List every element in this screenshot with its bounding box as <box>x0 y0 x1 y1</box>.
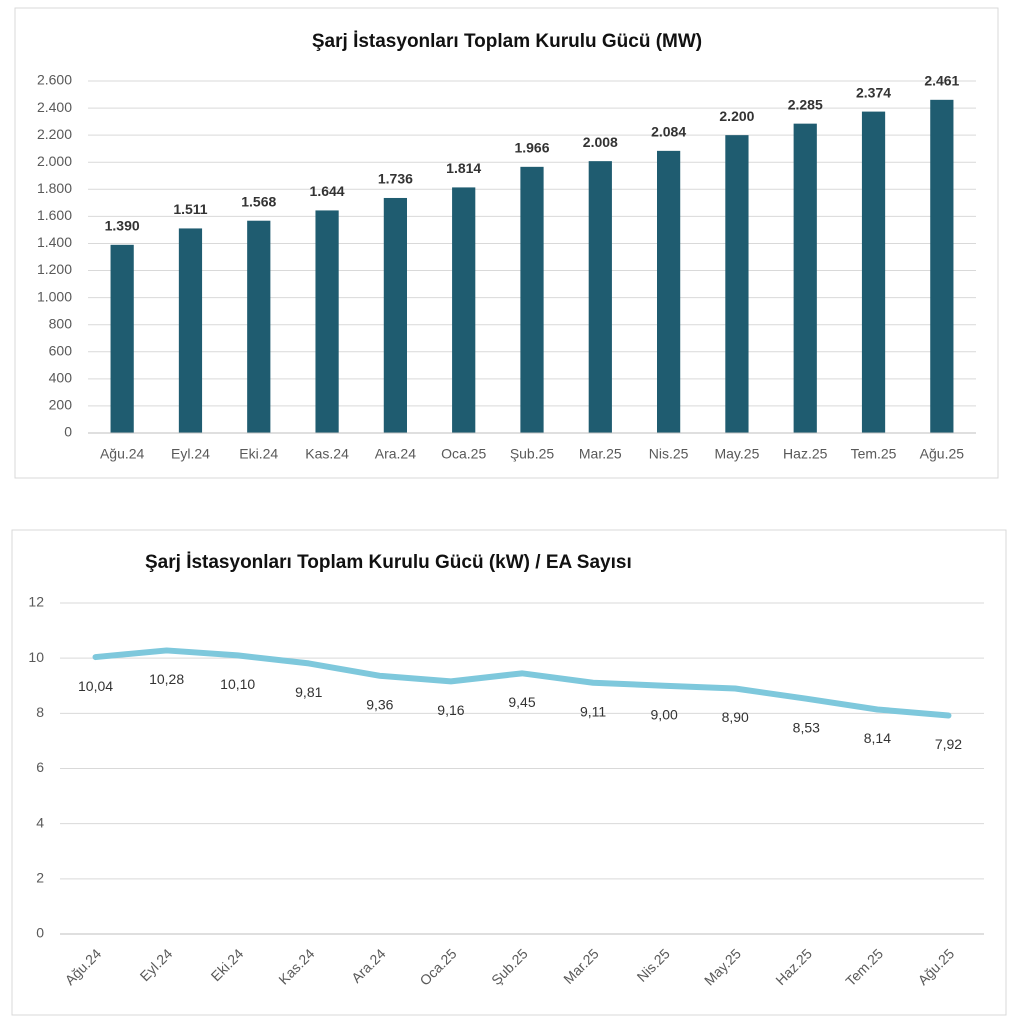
bar <box>588 161 612 433</box>
x-tick-label: May.25 <box>701 945 744 988</box>
x-tick-label: Haz.25 <box>772 945 815 988</box>
bar <box>657 150 681 433</box>
value-label: 9,00 <box>651 706 678 722</box>
y-tick-label: 200 <box>49 397 73 413</box>
x-tick-label: Kas.24 <box>275 945 317 987</box>
value-label: 1.814 <box>446 160 481 176</box>
value-label: 1.644 <box>310 183 345 199</box>
value-label: 1.390 <box>105 218 140 234</box>
x-tick-label: Ağu.24 <box>62 945 105 988</box>
chart-frame <box>14 7 999 479</box>
value-label: 8,14 <box>864 730 891 746</box>
x-tick-label: May.25 <box>714 446 759 462</box>
bar <box>383 197 407 433</box>
chart-frame <box>11 529 1007 1016</box>
x-tick-label: Mar.25 <box>579 446 622 462</box>
x-tick-label: Nis.25 <box>649 446 689 462</box>
y-tick-label: 10 <box>28 649 44 665</box>
value-label: 8,53 <box>793 719 820 735</box>
y-tick-label: 0 <box>64 424 72 440</box>
value-label: 7,92 <box>935 736 962 752</box>
bar <box>520 166 544 433</box>
value-label: 2.200 <box>719 108 754 124</box>
value-label: 1.736 <box>378 171 413 187</box>
x-tick-label: Eki.24 <box>208 945 247 984</box>
x-tick-label: Şub.25 <box>488 945 531 988</box>
x-tick-label: Nis.25 <box>634 945 674 985</box>
y-tick-label: 8 <box>36 704 44 720</box>
y-tick-label: 6 <box>36 759 44 775</box>
y-tick-label: 1.000 <box>37 288 72 304</box>
x-tick-label: Kas.24 <box>305 446 349 462</box>
value-label: 10,28 <box>149 671 184 687</box>
value-label: 1.511 <box>173 201 207 217</box>
y-tick-label: 1.400 <box>37 234 72 250</box>
x-tick-label: Eki.24 <box>239 446 278 462</box>
x-tick-label: Ağu.25 <box>920 446 965 462</box>
y-tick-label: 4 <box>36 814 44 830</box>
y-tick-label: 12 <box>28 594 44 610</box>
value-label: 9,11 <box>580 703 606 719</box>
y-tick-label: 2.600 <box>37 72 72 88</box>
x-tick-label: Eyl.24 <box>137 945 176 984</box>
x-tick-label: Haz.25 <box>783 446 828 462</box>
y-tick-label: 400 <box>49 370 73 386</box>
value-label: 2.461 <box>924 73 959 89</box>
value-label: 1.568 <box>241 193 276 209</box>
value-label: 9,81 <box>295 684 322 700</box>
y-tick-label: 2.000 <box>37 153 72 169</box>
x-tick-label: Oca.25 <box>416 945 459 988</box>
bar <box>178 228 203 433</box>
y-tick-label: 1.600 <box>37 207 72 223</box>
value-label: 8,90 <box>722 709 749 725</box>
x-tick-label: Şub.25 <box>510 446 555 462</box>
x-tick-label: Oca.25 <box>441 446 486 462</box>
value-label: 2.008 <box>583 134 618 150</box>
value-label: 10,10 <box>220 676 255 692</box>
value-label: 2.285 <box>788 96 823 112</box>
bar <box>452 187 476 433</box>
x-tick-label: Tem.25 <box>842 945 886 989</box>
y-tick-label: 2.200 <box>37 126 72 142</box>
x-tick-label: Mar.25 <box>560 945 602 987</box>
bar <box>793 123 817 434</box>
value-label: 2.084 <box>651 124 686 140</box>
x-tick-label: Tem.25 <box>851 446 897 462</box>
bar <box>861 111 886 433</box>
x-tick-label: Eyl.24 <box>171 446 210 462</box>
y-tick-label: 1.200 <box>37 261 72 277</box>
x-tick-label: Ağu.25 <box>915 945 958 988</box>
chart-title: Şarj İstasyonları Toplam Kurulu Gücü (kW… <box>145 552 632 573</box>
value-label: 9,16 <box>437 702 464 718</box>
bar <box>315 210 339 433</box>
value-label: 10,04 <box>78 678 113 694</box>
x-tick-label: Ara.24 <box>348 945 389 986</box>
value-label: 2.374 <box>856 84 891 100</box>
y-tick-label: 1.800 <box>37 180 72 196</box>
chart-title: Şarj İstasyonları Toplam Kurulu Gücü (MW… <box>312 31 702 52</box>
bar <box>247 220 271 433</box>
value-label: 9,36 <box>366 697 393 713</box>
line <box>92 647 952 719</box>
y-tick-label: 2.400 <box>37 99 72 115</box>
bar <box>930 99 954 434</box>
bar <box>110 244 134 433</box>
y-tick-label: 2 <box>36 870 44 886</box>
x-tick-label: Ağu.24 <box>100 446 145 462</box>
y-tick-label: 800 <box>49 315 73 331</box>
y-tick-label: 0 <box>36 925 44 941</box>
x-tick-label: Ara.24 <box>375 446 416 462</box>
value-label: 9,45 <box>508 694 535 710</box>
bar <box>725 135 749 433</box>
value-label: 1.966 <box>514 140 549 156</box>
y-tick-label: 600 <box>49 342 73 358</box>
